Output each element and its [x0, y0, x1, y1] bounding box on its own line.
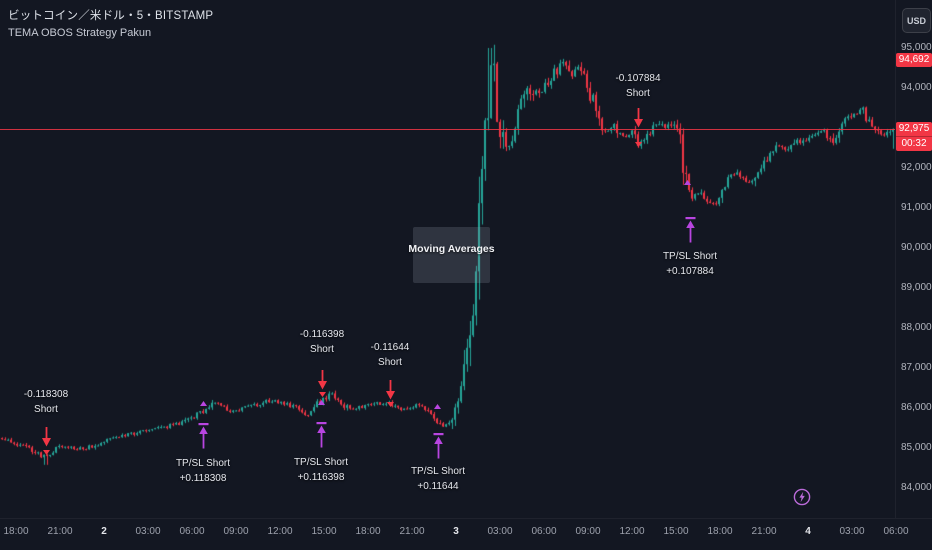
tp-sl-exit-label: TP/SL Short +0.116398: [293, 457, 349, 483]
tp-sl-exit-label: TP/SL Short +0.118308: [175, 458, 231, 484]
time-axis-label: 03:00: [135, 526, 161, 537]
tp-sl-exit-arrow-icon: [198, 423, 208, 449]
price-axis-label: 95,000: [901, 42, 932, 53]
short-entry-arrow-icon: [41, 427, 51, 447]
short-entry-label: -0.116398 Short: [299, 329, 345, 355]
tp-sl-exit-label: TP/SL Short +0.11644: [410, 466, 466, 492]
tp-sl-exit-tick-icon: [433, 404, 441, 409]
chart-pane[interactable]: -0.118308 Short -0.116398 Short -0.11644 Sh…: [0, 0, 895, 518]
price-badge: 92,975 00:32: [896, 122, 932, 151]
time-axis-label: 18:00: [355, 526, 381, 537]
time-axis-label: 03:00: [487, 526, 513, 537]
price-axis-label: 88,000: [901, 322, 932, 333]
currency-button[interactable]: USD: [902, 8, 931, 33]
price-axis-label: 84,000: [901, 482, 932, 493]
short-entry-label: -0.107884 Short: [615, 73, 661, 99]
short-entry-arrow-icon: [385, 380, 395, 400]
time-axis-label: 12:00: [267, 526, 293, 537]
time-axis-label: 06:00: [179, 526, 205, 537]
short-entry-arrow-icon: [317, 370, 327, 390]
time-axis-label: 4: [805, 526, 811, 537]
lightning-icon[interactable]: [793, 488, 811, 511]
short-entry-label: -0.11644 Short: [370, 342, 410, 368]
chart-legend: ビットコイン／米ドル・5・BITSTAMP TEMA OBOS Strategy…: [8, 7, 213, 39]
short-entry-arrow-icon: [633, 108, 643, 128]
candlestick-canvas[interactable]: [0, 0, 895, 518]
price-axis-label: 90,000: [901, 242, 932, 253]
time-axis-label: 21:00: [47, 526, 73, 537]
price-badge: 94,692: [896, 53, 932, 68]
time-axis-label: 03:00: [839, 526, 865, 537]
price-axis-label: 94,000: [901, 82, 932, 93]
price-axis-label: 86,000: [901, 402, 932, 413]
time-axis-label: 06:00: [883, 526, 909, 537]
moving-averages-label: Moving Averages: [408, 243, 495, 255]
bar-countdown: 00:32: [896, 136, 932, 151]
time-axis-label: 15:00: [663, 526, 689, 537]
time-axis-label: 21:00: [751, 526, 777, 537]
current-price-line: [0, 128, 895, 130]
price-axis-label: 87,000: [901, 362, 932, 373]
price-axis-label: 92,000: [901, 162, 932, 173]
time-axis-label: 15:00: [311, 526, 337, 537]
strategy-title[interactable]: TEMA OBOS Strategy Pakun: [8, 27, 152, 39]
tp-sl-exit-arrow-icon: [685, 217, 695, 243]
price-axis-label: 85,000: [901, 442, 932, 453]
symbol-title[interactable]: ビットコイン／米ドル・5・BITSTAMP: [8, 10, 214, 22]
moving-averages-tooltip[interactable]: Moving Averages: [408, 227, 495, 283]
time-axis-label: 21:00: [399, 526, 425, 537]
short-entry-tick-icon: [42, 450, 50, 455]
time-axis[interactable]: 18:00 21:00 2 03:00 06:00 09:00 12:00 15:00 18:0…: [0, 518, 932, 550]
short-entry-tick-icon: [386, 402, 394, 407]
time-axis-label: 18:00: [3, 526, 29, 537]
price-axis-label: 91,000: [901, 202, 932, 213]
tp-sl-exit-arrow-icon: [316, 422, 326, 448]
short-entry-tick-icon: [318, 392, 326, 397]
short-entry-tick-icon: [634, 142, 642, 147]
time-axis-label: 18:00: [707, 526, 733, 537]
time-axis-label: 06:00: [531, 526, 557, 537]
tp-sl-exit-label: TP/SL Short +0.107884: [662, 251, 718, 277]
tp-sl-exit-arrow-icon: [433, 433, 443, 459]
time-axis-label: 3: [453, 526, 459, 537]
tp-sl-exit-tick-icon: [683, 180, 691, 185]
time-axis-label: 09:00: [575, 526, 601, 537]
price-axis-label: 89,000: [901, 282, 932, 293]
price-axis[interactable]: 95,000 94,000 92,000 91,000 90,000 89,000 88,0…: [895, 0, 932, 518]
tp-sl-exit-tick-icon: [199, 401, 207, 406]
short-entry-label: -0.118308 Short: [23, 389, 69, 415]
tp-sl-exit-tick-icon: [317, 400, 325, 405]
time-axis-label: 12:00: [619, 526, 645, 537]
time-axis-label: 2: [101, 526, 107, 537]
time-axis-label: 09:00: [223, 526, 249, 537]
